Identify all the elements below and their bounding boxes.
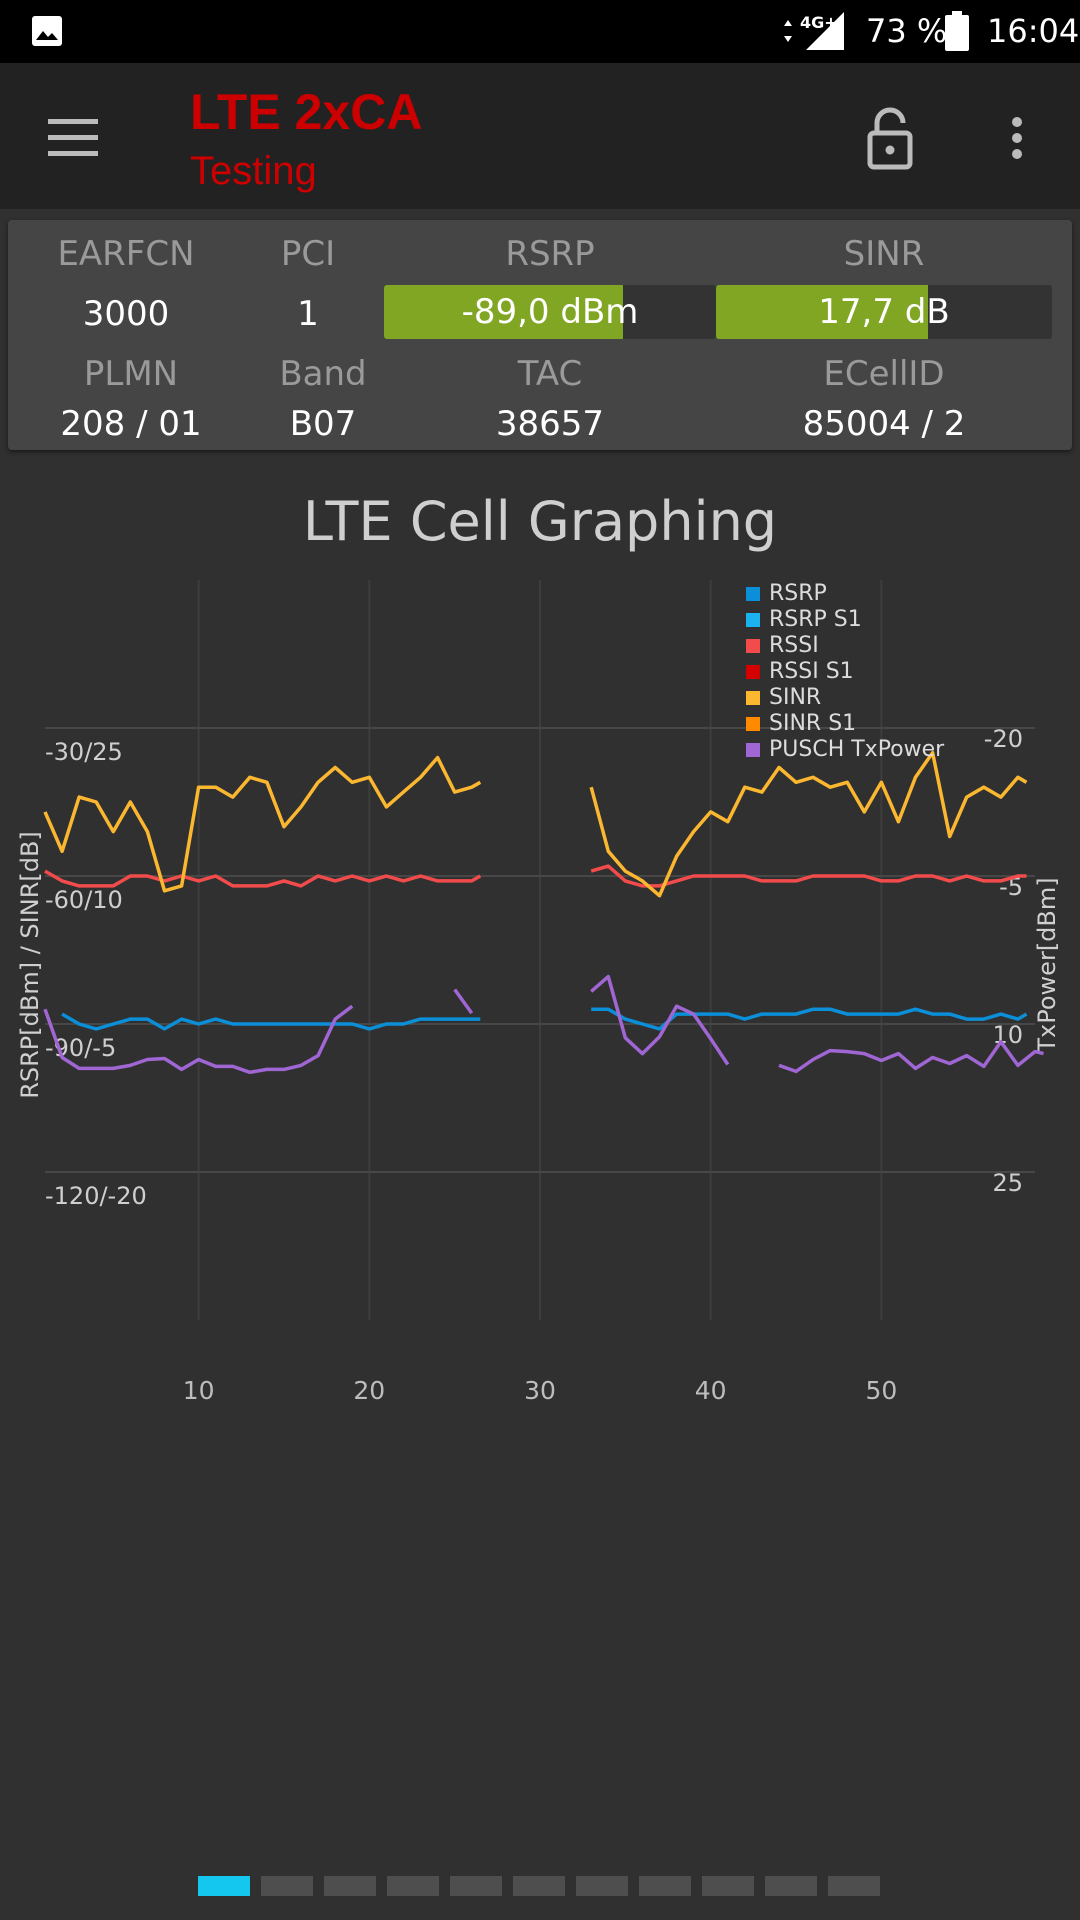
legend-entry: RSSI [769,633,819,658]
legend-entry: RSRP [769,581,827,606]
app-subtitle: Testing [190,149,317,193]
status-bar: 4G+ 73 % 16:04 [0,0,1080,63]
page-indicator-dot[interactable] [765,1876,817,1896]
lte-cell-chart: 10 20 30 40 50-30/25-60/10-90/-5-120/-20-20-… [16,580,1061,1405]
cell-info-panel: EARFCN PCI RSRP SINR 3000 1 -89,0 dBm 17… [8,220,1072,450]
sinr-label: SINR [843,234,925,274]
rsrp-meter: -89,0 dBm [384,285,716,339]
legend-entry: SINR S1 [769,711,856,736]
legend-swatch [746,717,760,731]
x-tick-label: 50 [865,1376,897,1405]
ecellid-value: 85004 / 2 [802,404,966,444]
rsrp-label: RSRP [505,234,595,274]
battery-percent: 73 % [866,12,948,50]
rsrp-meter-fill [384,285,624,339]
clock: 16:04 [987,12,1080,50]
page-indicator-dot[interactable] [576,1876,628,1896]
pci-label: PCI [280,234,336,274]
y2-axis-label: TxPower[dBm] [1033,877,1061,1053]
page-indicator-dot[interactable] [450,1876,502,1896]
app-title: LTE 2xCA [190,84,423,140]
y2-tick-label: 25 [992,1169,1023,1197]
earfcn-label: EARFCN [57,234,195,274]
y-tick-label: -30/25 [45,738,123,766]
page-indicator-dot[interactable] [261,1876,313,1896]
page-indicator-dot[interactable] [387,1876,439,1896]
page-indicator-dot[interactable] [702,1876,754,1896]
legend-entry: RSRP S1 [769,607,862,632]
page-indicator-dot[interactable] [198,1876,250,1896]
legend-swatch [746,691,760,705]
y-tick-label: -120/-20 [45,1182,147,1210]
chart-title: LTE Cell Graphing [302,490,778,553]
plmn-label: PLMN [83,354,179,394]
series-line-sinr [43,750,1028,898]
ecellid-label: ECellID [823,354,945,394]
sinr-meter-fill [716,285,928,339]
pci-value: 1 [297,294,319,334]
network-type-label: 4G+ [800,13,838,32]
legend-swatch [746,665,760,679]
lock-icon[interactable] [860,103,920,173]
legend-swatch [746,639,760,653]
tac-label: TAC [517,354,583,394]
tac-value: 38657 [495,404,605,444]
y-tick-label: -60/10 [45,886,123,914]
legend-entry: RSSI S1 [769,659,854,684]
gallery-icon [32,16,62,46]
series-line-pusch-txpower [43,974,1044,1075]
page-indicator [198,1876,882,1896]
y2-tick-label: -20 [984,725,1023,753]
page-indicator-dot[interactable] [639,1876,691,1896]
x-tick-label: 40 [695,1376,727,1405]
sinr-value: 17,7 dB [818,292,950,332]
y-axis-label: RSRP[dBm] / SINR[dB] [16,831,44,1099]
x-tick-label: 30 [524,1376,556,1405]
page-indicator-dot[interactable] [324,1876,376,1896]
battery-icon [945,11,969,51]
sinr-meter: 17,7 dB [716,285,1052,339]
legend-swatch [746,613,760,627]
legend-entry: PUSCH TxPower [769,737,945,762]
band-value: B07 [289,404,357,444]
band-label: Band [279,354,367,394]
earfcn-value: 3000 [82,294,170,334]
network-signal-icon: 4G+ [784,12,844,50]
x-tick-label: 10 [183,1376,215,1405]
legend-swatch [746,743,760,757]
page-indicator-dot[interactable] [828,1876,880,1896]
hamburger-menu-icon[interactable] [36,103,110,173]
rsrp-value: -89,0 dBm [461,292,639,332]
x-tick-label: 20 [353,1376,385,1405]
page-indicator-dot[interactable] [513,1876,565,1896]
more-vert-icon[interactable] [992,103,1042,173]
plmn-value: 208 / 01 [60,404,202,444]
app-bar: LTE 2xCA Testing [0,63,1080,209]
legend-swatch [746,587,760,601]
legend-entry: SINR [769,685,821,710]
